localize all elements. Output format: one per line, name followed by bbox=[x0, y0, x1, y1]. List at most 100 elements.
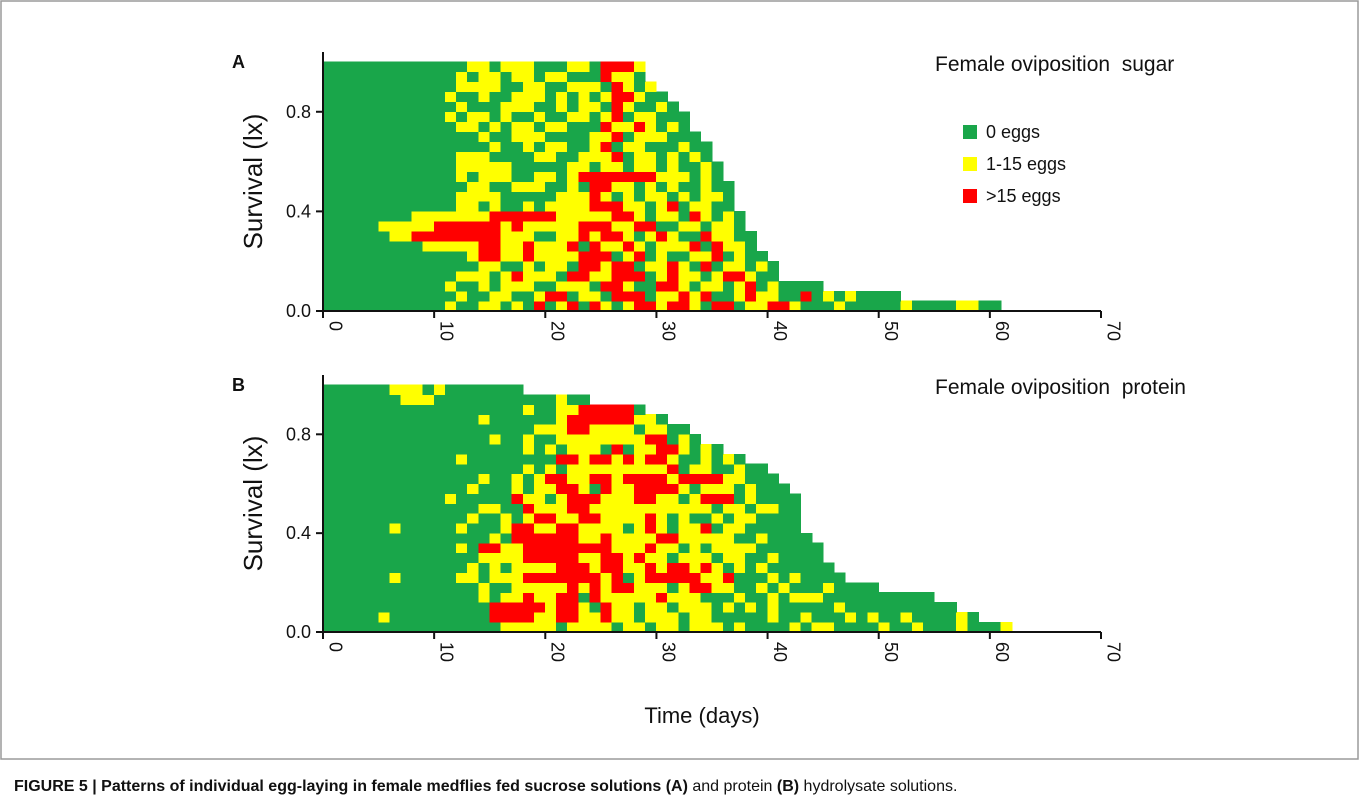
cell bbox=[567, 493, 579, 504]
cell bbox=[456, 621, 468, 633]
cell bbox=[578, 503, 591, 514]
cell bbox=[745, 562, 757, 573]
cell bbox=[645, 131, 657, 142]
cell bbox=[356, 602, 368, 613]
cell bbox=[544, 91, 557, 103]
cell bbox=[611, 562, 624, 573]
cell bbox=[344, 141, 357, 152]
cell bbox=[522, 532, 535, 544]
cell bbox=[511, 493, 524, 504]
cell bbox=[344, 111, 357, 123]
cell bbox=[567, 424, 579, 435]
cell bbox=[745, 300, 757, 312]
cell bbox=[400, 532, 413, 544]
cell bbox=[344, 61, 357, 73]
cell bbox=[422, 191, 435, 202]
cell bbox=[633, 260, 646, 272]
cell bbox=[400, 621, 413, 633]
cell bbox=[322, 522, 335, 534]
legend-label: 0 eggs bbox=[986, 122, 1040, 142]
cell bbox=[389, 611, 402, 623]
cell bbox=[544, 61, 557, 73]
cell bbox=[456, 404, 468, 415]
cell bbox=[544, 611, 557, 623]
cell bbox=[344, 463, 357, 475]
cell bbox=[567, 434, 579, 445]
cell bbox=[500, 290, 513, 302]
cell bbox=[456, 611, 468, 623]
cell bbox=[411, 290, 424, 302]
cell bbox=[689, 592, 702, 603]
cell bbox=[356, 592, 368, 603]
cell bbox=[367, 522, 379, 534]
cell bbox=[544, 592, 557, 603]
cell bbox=[922, 611, 935, 623]
cell bbox=[911, 592, 924, 603]
cell bbox=[578, 493, 591, 504]
cell bbox=[433, 503, 446, 514]
cell bbox=[400, 592, 413, 603]
cell bbox=[478, 384, 491, 396]
cell bbox=[745, 290, 757, 302]
cell bbox=[622, 91, 635, 103]
cell bbox=[689, 181, 702, 192]
cell bbox=[533, 483, 546, 494]
cell bbox=[411, 592, 424, 603]
cell bbox=[467, 131, 479, 142]
cell bbox=[689, 493, 702, 504]
cell bbox=[756, 611, 768, 623]
cell bbox=[689, 611, 702, 623]
cell bbox=[511, 260, 524, 272]
cell bbox=[400, 91, 413, 103]
cell bbox=[678, 424, 691, 435]
cell bbox=[422, 121, 435, 132]
cell bbox=[489, 181, 502, 192]
cell bbox=[500, 453, 513, 465]
cell bbox=[700, 141, 713, 152]
cell bbox=[433, 532, 446, 544]
cell bbox=[589, 280, 602, 292]
cell bbox=[333, 181, 346, 192]
cell bbox=[333, 161, 346, 172]
cell bbox=[789, 562, 802, 573]
cell bbox=[322, 131, 335, 142]
cell bbox=[845, 290, 857, 302]
cell bbox=[556, 201, 568, 212]
cell bbox=[522, 111, 535, 123]
cell bbox=[467, 161, 479, 172]
cell bbox=[611, 71, 624, 83]
cell bbox=[667, 161, 679, 172]
cell bbox=[589, 621, 602, 633]
cell bbox=[645, 81, 657, 93]
cell bbox=[422, 71, 435, 83]
cell bbox=[467, 542, 479, 554]
cell bbox=[522, 602, 535, 613]
cell bbox=[778, 300, 791, 312]
cell bbox=[778, 552, 791, 564]
cell bbox=[456, 131, 468, 142]
cell bbox=[433, 231, 446, 242]
cell bbox=[411, 250, 424, 262]
cell bbox=[678, 513, 691, 524]
cell bbox=[689, 532, 702, 544]
cell bbox=[656, 572, 668, 583]
cell bbox=[511, 61, 524, 73]
cell bbox=[389, 81, 402, 93]
cell bbox=[478, 91, 491, 103]
cell bbox=[645, 483, 657, 494]
cell bbox=[556, 404, 568, 415]
cell bbox=[367, 394, 379, 405]
cell bbox=[756, 513, 768, 524]
cell bbox=[578, 592, 591, 603]
cell bbox=[756, 522, 768, 534]
cell bbox=[456, 81, 468, 93]
cell bbox=[456, 493, 468, 504]
cell bbox=[367, 443, 379, 455]
cell bbox=[367, 532, 379, 544]
cell bbox=[489, 141, 502, 152]
cell bbox=[678, 131, 691, 142]
cell bbox=[489, 483, 502, 494]
cell bbox=[456, 161, 468, 172]
cell bbox=[678, 121, 691, 132]
cell bbox=[578, 443, 591, 455]
